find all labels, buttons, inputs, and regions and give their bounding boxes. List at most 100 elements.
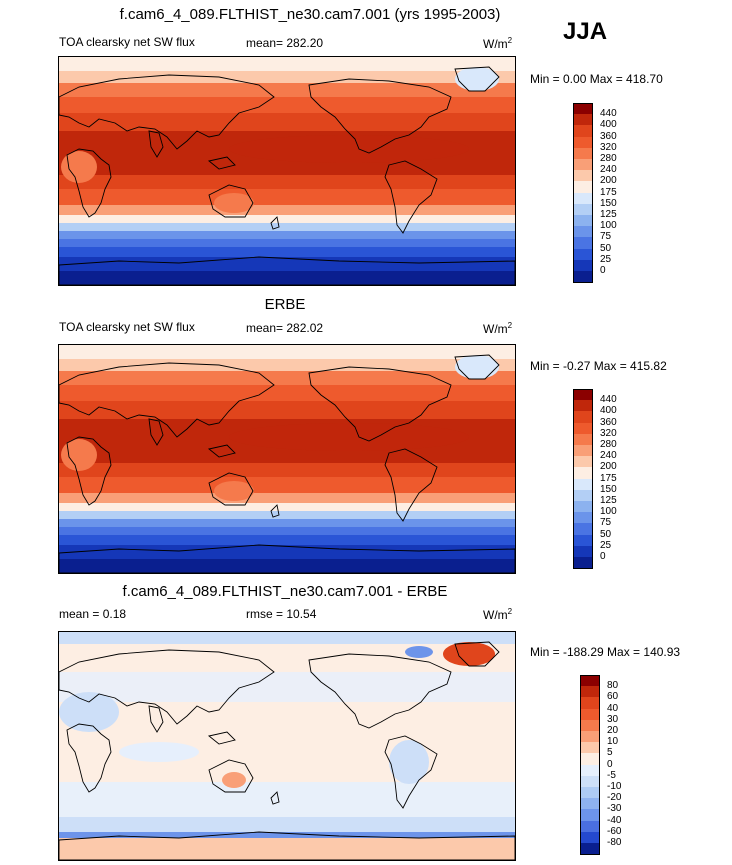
colorbar-label: 60 — [607, 691, 619, 703]
colorbar-swatch — [573, 501, 593, 513]
colorbar-label: 50 — [600, 242, 612, 254]
colorbar-swatch — [580, 775, 600, 788]
colorbar-swatch — [580, 742, 600, 754]
colorbar-label: 50 — [600, 528, 612, 540]
colorbar-swatch — [573, 445, 593, 457]
colorbar-swatch — [573, 557, 593, 569]
colorbar-swatch — [573, 136, 593, 149]
map-plot — [59, 57, 515, 285]
colorbar-swatch — [573, 523, 593, 536]
panel2-units: W/m2 — [483, 321, 513, 336]
panel2-mean: mean= 282.02 — [246, 321, 324, 335]
colorbar-swatch — [573, 203, 593, 216]
colorbar-swatch — [573, 433, 593, 446]
colorbar-label: 240 — [600, 164, 617, 176]
panel3-minmax: Min = -188.29 Max = 140.93 — [530, 645, 681, 659]
colorbar-swatch — [573, 125, 593, 138]
colorbar-label: 125 — [600, 495, 617, 506]
colorbar-swatch — [573, 389, 593, 401]
panel1-minmax: Min = 0.00 Max = 418.70 — [530, 72, 663, 86]
colorbar-swatch — [573, 181, 593, 194]
colorbar-swatch — [573, 248, 593, 261]
colorbar-swatch — [580, 787, 600, 799]
panel1-mean: mean= 282.20 — [246, 36, 324, 50]
colorbar-swatch — [573, 259, 593, 272]
colorbar-swatch — [573, 545, 593, 558]
colorbar-swatch — [580, 831, 600, 844]
colorbar-swatch — [580, 675, 600, 687]
colorbar-swatch — [573, 147, 593, 160]
colorbar-swatch — [573, 114, 593, 126]
colorbar-label: 175 — [600, 472, 617, 484]
colorbar-swatch — [573, 400, 593, 412]
colorbar-swatch — [580, 764, 600, 777]
colorbar-label: 20 — [607, 725, 619, 736]
colorbar-swatch — [573, 215, 593, 227]
panel3-mean: mean = 0.18 — [59, 607, 127, 621]
colorbar-label: 80 — [607, 680, 619, 692]
colorbar-label: 440 — [600, 108, 617, 120]
colorbar-label: 320 — [600, 427, 617, 439]
panel2-map — [58, 344, 516, 574]
panel2-minmax: Min = -0.27 Max = 415.82 — [530, 359, 667, 373]
colorbar-label: 75 — [600, 517, 612, 529]
colorbar-label: 200 — [600, 175, 617, 187]
colorbar-swatch — [580, 798, 600, 810]
colorbar-label: 400 — [600, 119, 617, 131]
colorbar-label: 40 — [607, 702, 619, 714]
panel3-map — [58, 631, 516, 861]
colorbar-label: 440 — [600, 394, 617, 406]
colorbar-label: 100 — [600, 220, 617, 232]
colorbar-label: 280 — [600, 439, 617, 450]
colorbar-label: 150 — [600, 483, 617, 495]
colorbar-label: 150 — [600, 197, 617, 209]
colorbar-swatch — [573, 422, 593, 435]
colorbar-swatch — [573, 271, 593, 283]
colorbar-label: 75 — [600, 231, 612, 243]
colorbar-label: -80 — [607, 837, 622, 848]
colorbar-label: 0 — [600, 551, 606, 562]
colorbar-swatch — [573, 192, 593, 205]
colorbar-swatch — [573, 478, 593, 491]
colorbar-label: 10 — [607, 736, 619, 748]
colorbar-label: -20 — [607, 792, 622, 804]
map-plot — [59, 345, 515, 573]
colorbar-label: 360 — [600, 416, 617, 428]
panel2-title: ERBE — [264, 296, 306, 313]
colorbar-label: 400 — [600, 405, 617, 417]
colorbar-label: 320 — [600, 141, 617, 153]
colorbar-swatch — [580, 753, 600, 766]
panel1-map — [58, 56, 516, 286]
colorbar-swatch — [580, 697, 600, 710]
colorbar-swatch — [573, 411, 593, 424]
colorbar-swatch — [580, 719, 600, 732]
colorbar-swatch — [573, 489, 593, 502]
panel1-units: W/m2 — [483, 36, 513, 51]
colorbar-label: 100 — [600, 506, 617, 518]
colorbar-label: 25 — [600, 539, 612, 551]
map-plot — [59, 632, 515, 860]
colorbar-label: 175 — [600, 186, 617, 198]
panel1-variable: TOA clearsky net SW flux — [59, 35, 195, 49]
colorbar-label: -40 — [607, 814, 622, 826]
colorbar-swatch — [580, 809, 600, 822]
panel3-units: W/m2 — [483, 607, 513, 622]
colorbar-swatch — [573, 103, 593, 115]
season-label: JJA — [563, 18, 608, 45]
colorbar-swatch — [580, 731, 600, 743]
colorbar-label: 30 — [607, 713, 619, 725]
colorbar-label: 360 — [600, 130, 617, 142]
colorbar-swatch — [573, 467, 593, 480]
colorbar-label: 25 — [600, 253, 612, 265]
colorbar-swatch — [573, 534, 593, 547]
colorbar-swatch — [573, 512, 593, 524]
colorbar-label: 200 — [600, 461, 617, 473]
colorbar-swatch — [580, 820, 600, 833]
colorbar-label: 280 — [600, 153, 617, 164]
colorbar-label: -60 — [607, 825, 622, 837]
colorbar-swatch — [580, 843, 600, 855]
colorbar-label: -10 — [607, 781, 622, 792]
colorbar-label: 125 — [600, 209, 617, 220]
panel3-title: f.cam6_4_089.FLTHIST_ne30.cam7.001 - ERB… — [122, 583, 448, 600]
panel3-rmse: rmse = 10.54 — [246, 607, 317, 621]
